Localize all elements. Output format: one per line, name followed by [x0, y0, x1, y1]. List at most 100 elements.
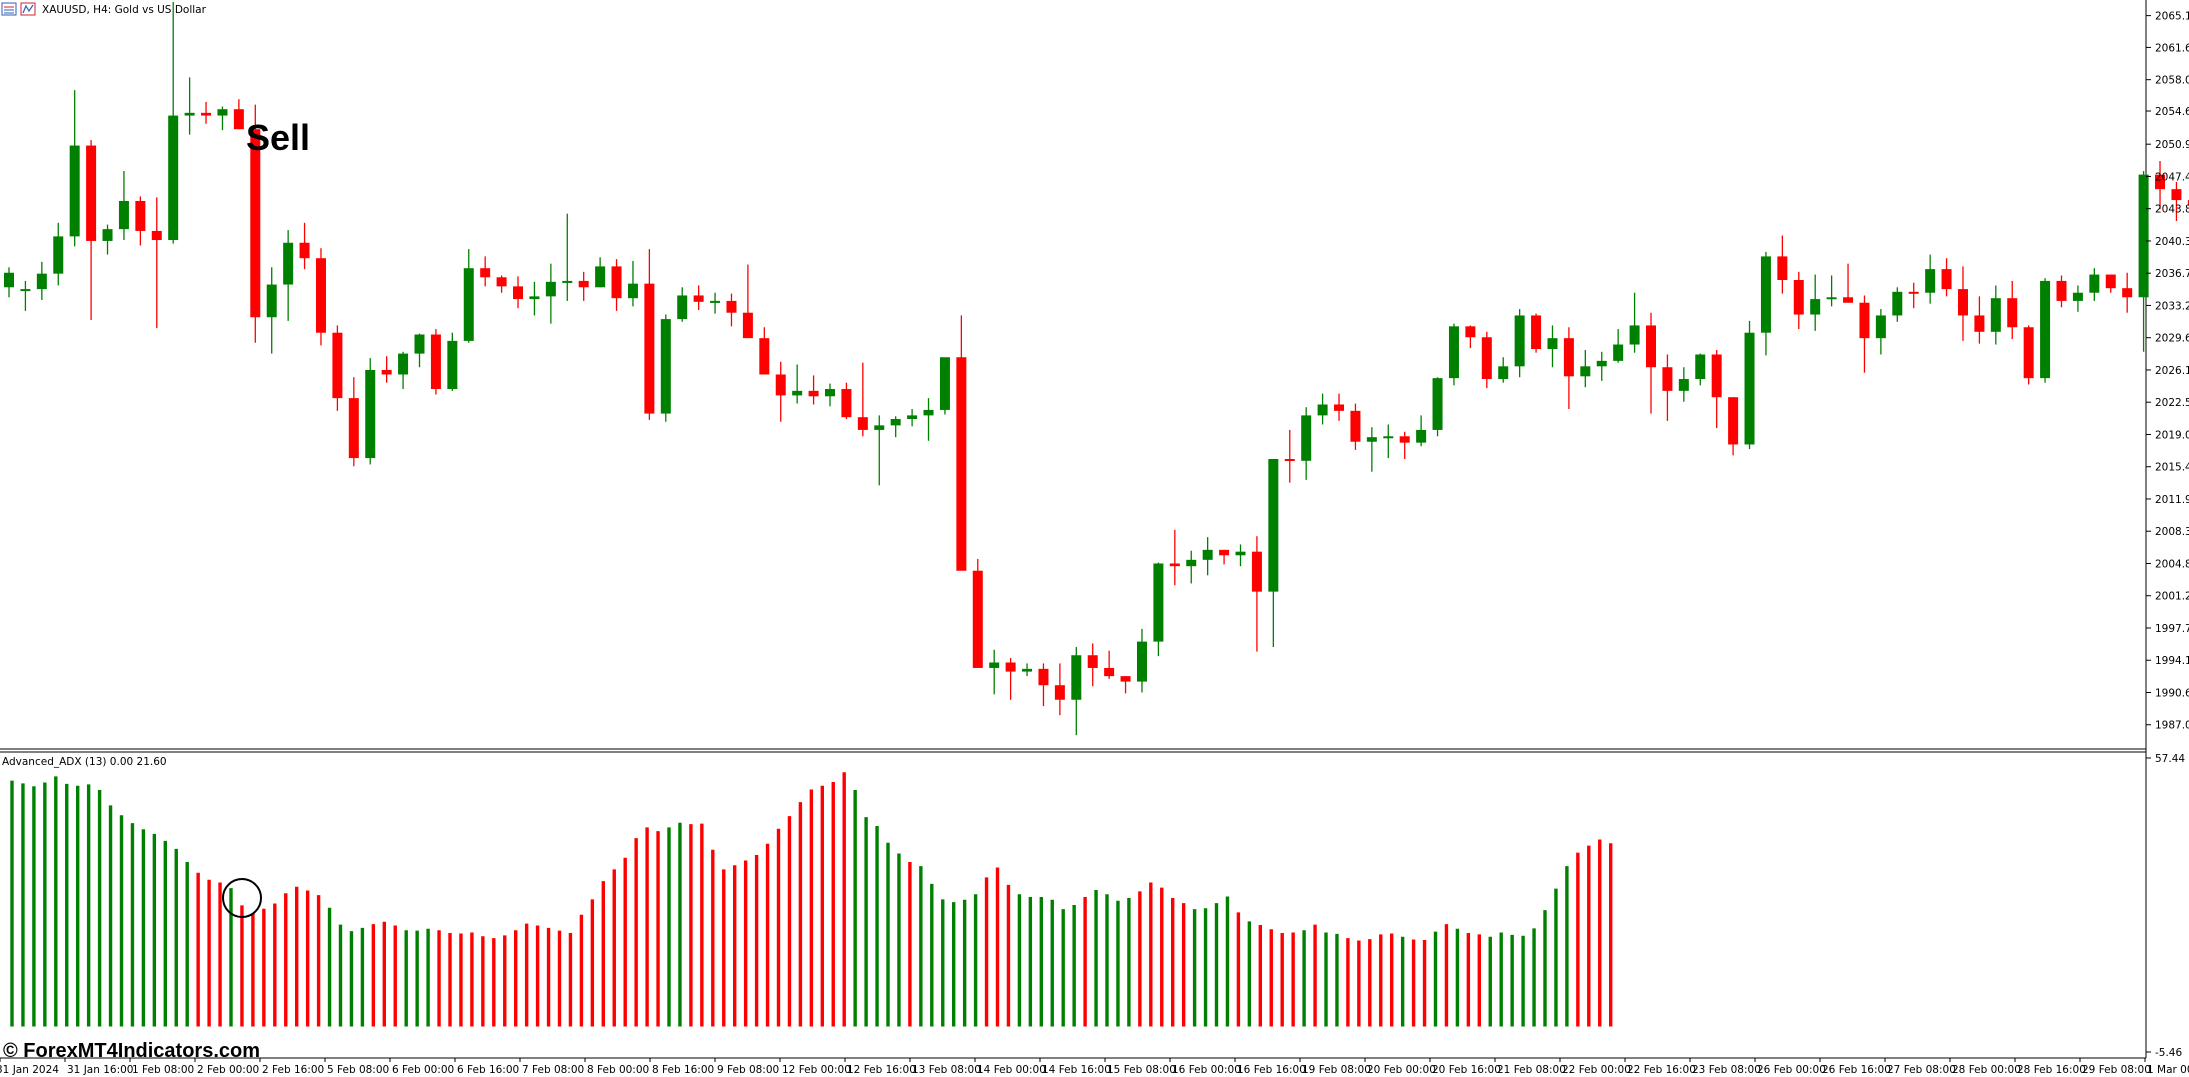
candle-body	[1235, 551, 1246, 556]
indicator-icon[interactable]	[20, 2, 36, 16]
candle	[1334, 393, 1345, 421]
candle-body	[1038, 668, 1049, 686]
candle	[1416, 415, 1427, 447]
candle	[1843, 263, 1854, 303]
time-tick-label: 19 Feb 08:00	[1302, 1064, 1371, 1076]
candle	[315, 248, 326, 346]
candle-body	[1760, 256, 1771, 333]
candle	[430, 329, 441, 395]
candle	[562, 213, 573, 301]
candle	[972, 558, 983, 668]
candle-body	[792, 390, 803, 396]
time-tick-label: 28 Feb 16:00	[2017, 1064, 2086, 1076]
time-tick-label: 16 Feb 00:00	[1172, 1064, 1241, 1076]
candle	[184, 77, 195, 135]
candle	[923, 398, 934, 441]
candle-body	[1399, 436, 1410, 443]
time-tick-label: 29 Feb 08:00	[2082, 1064, 2151, 1076]
time-tick-label: 1 Mar 00:00	[2147, 1064, 2189, 1076]
candle	[299, 222, 310, 270]
candle	[1399, 431, 1410, 459]
candle-body	[2155, 174, 2166, 190]
candle	[1678, 367, 1689, 402]
candle	[611, 259, 622, 311]
candle	[1547, 325, 1558, 368]
candle	[1054, 663, 1065, 716]
candle	[989, 649, 1000, 695]
candle-body	[1744, 332, 1755, 445]
time-tick-label: 8 Feb 00:00	[587, 1064, 649, 1076]
candle-body	[2072, 292, 2083, 301]
candle	[1366, 427, 1377, 472]
chart-window-icon[interactable]	[1, 2, 17, 16]
candle	[1563, 327, 1574, 410]
candle	[1531, 313, 1542, 353]
candle	[1744, 320, 1755, 449]
candle-body	[2187, 200, 2189, 206]
candle-body	[201, 112, 212, 116]
candle-body	[1202, 549, 1213, 560]
candle	[151, 197, 162, 329]
candle-body	[1777, 256, 1788, 281]
indicator-axis: 57.44 -5.46	[2146, 753, 2185, 1059]
candle-body	[1613, 344, 1624, 361]
candle	[1235, 544, 1246, 567]
candle-body	[1054, 685, 1065, 700]
candle	[545, 263, 556, 324]
candle	[217, 106, 228, 131]
candle	[1826, 275, 1837, 307]
candle-body	[989, 662, 1000, 668]
candle-body	[118, 200, 129, 230]
candle	[1169, 529, 1180, 586]
candle	[1580, 349, 1591, 388]
price-tick-label: 2004.80	[2155, 558, 2189, 570]
price-tick-label: 2040.30	[2155, 236, 2189, 248]
candle	[956, 315, 967, 571]
candle	[1481, 331, 1492, 389]
candle-body	[332, 332, 343, 399]
candle	[627, 260, 638, 307]
time-tick-label: 26 Feb 00:00	[1757, 1064, 1826, 1076]
candle	[2007, 280, 2018, 340]
candle-body	[2171, 189, 2182, 201]
candle-body	[36, 273, 47, 290]
candle-body	[2040, 280, 2051, 379]
price-tick-label: 1987.05	[2155, 720, 2189, 732]
candle-body	[1908, 291, 1919, 294]
indicator-tick-label: 57.44	[2155, 753, 2185, 765]
candle-body	[1169, 563, 1180, 567]
candle-body	[299, 242, 310, 259]
indicator-tick-label: -5.46	[2155, 1047, 2182, 1059]
candle	[398, 351, 409, 390]
time-tick-label: 21 Feb 08:00	[1497, 1064, 1566, 1076]
candle-body	[693, 295, 704, 302]
price-tick-label: 2026.10	[2155, 365, 2189, 377]
candle-body	[20, 289, 31, 292]
candle-body	[1678, 379, 1689, 391]
time-tick-label: 6 Feb 16:00	[457, 1064, 519, 1076]
candle-body	[1284, 458, 1295, 461]
candle	[874, 415, 885, 486]
time-tick-label: 28 Feb 00:00	[1952, 1064, 2021, 1076]
candle	[2138, 170, 2149, 352]
candle	[332, 325, 343, 411]
candle	[841, 382, 852, 420]
candle-body	[923, 409, 934, 416]
time-tick-label: 23 Feb 08:00	[1692, 1064, 1761, 1076]
price-tick-label: 2043.85	[2155, 204, 2189, 216]
time-tick-label: 13 Feb 08:00	[912, 1064, 981, 1076]
candle	[2105, 274, 2116, 293]
candle	[1268, 458, 1279, 648]
candle	[825, 383, 835, 407]
candle	[86, 140, 97, 320]
candle	[2023, 325, 2034, 385]
candle-body	[1186, 559, 1197, 567]
candle-body	[1383, 436, 1394, 439]
candle-body	[2007, 298, 2018, 328]
price-tick-label: 2015.45	[2155, 462, 2189, 474]
candle-body	[1350, 410, 1361, 442]
time-tick-label: 12 Feb 16:00	[847, 1064, 916, 1076]
candle	[1317, 393, 1328, 425]
price-tick-label: 2033.20	[2155, 300, 2189, 312]
